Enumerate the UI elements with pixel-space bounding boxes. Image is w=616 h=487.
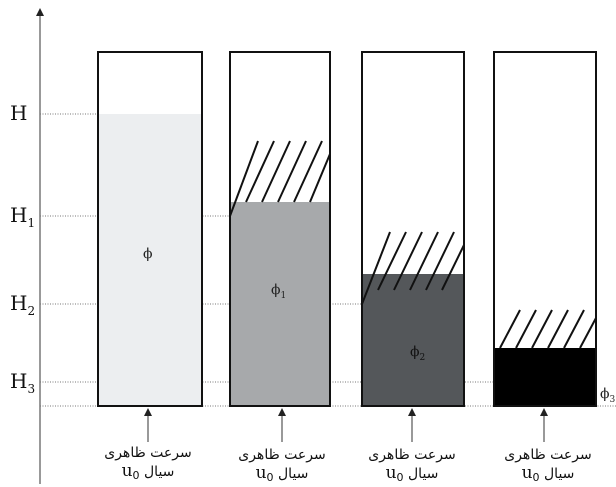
caption-1-line2: u0 سیال <box>121 461 175 482</box>
caption-2-line2: u0 سیال <box>255 463 309 484</box>
column-3: ϕ2 <box>361 51 465 442</box>
caption-3-line2: u0 سیال <box>385 463 439 484</box>
column-1-phi: ϕ <box>143 246 153 262</box>
caption-3-line1: سرعت ظاهری <box>368 447 456 463</box>
column-4-outline <box>493 51 597 407</box>
column-4-fill <box>494 348 596 406</box>
caption-2-line1: سرعت ظاهری <box>238 447 326 463</box>
caption-2: سرعت ظاهری u0 سیال <box>222 446 342 487</box>
column-3-phi: ϕ2 <box>410 344 425 363</box>
column-4-hatch <box>499 309 597 349</box>
caption-4-line2: u0 سیال <box>521 463 575 484</box>
level-label-h3: H3 <box>10 369 35 396</box>
level-label-h2: H2 <box>10 291 35 318</box>
level-label-h: H <box>10 101 27 125</box>
edge-phi3-label: ϕ3 <box>600 386 616 405</box>
column-2: ϕ1 <box>229 51 331 442</box>
level-label-h1: H1 <box>10 203 35 230</box>
column-1: ϕ <box>97 51 203 442</box>
caption-1: سرعت ظاهری u0 سیال <box>92 444 204 485</box>
caption-4: سرعت ظاهری u0 سیال <box>490 446 606 487</box>
column-1-fill <box>98 114 202 406</box>
column-1-outline <box>97 51 203 407</box>
caption-3: سرعت ظاهری u0 سیال <box>354 446 470 487</box>
column-2-phi: ϕ1 <box>271 282 286 301</box>
caption-4-line1: سرعت ظاهری <box>504 447 592 463</box>
column-4 <box>493 51 597 442</box>
column-3-hatch <box>361 231 465 305</box>
caption-1-line1: سرعت ظاهری <box>104 445 192 461</box>
column-3-outline <box>361 51 465 407</box>
column-2-fill <box>230 202 330 406</box>
column-2-outline <box>229 51 331 407</box>
column-2-hatch <box>229 140 331 217</box>
column-3-fill <box>362 274 464 406</box>
